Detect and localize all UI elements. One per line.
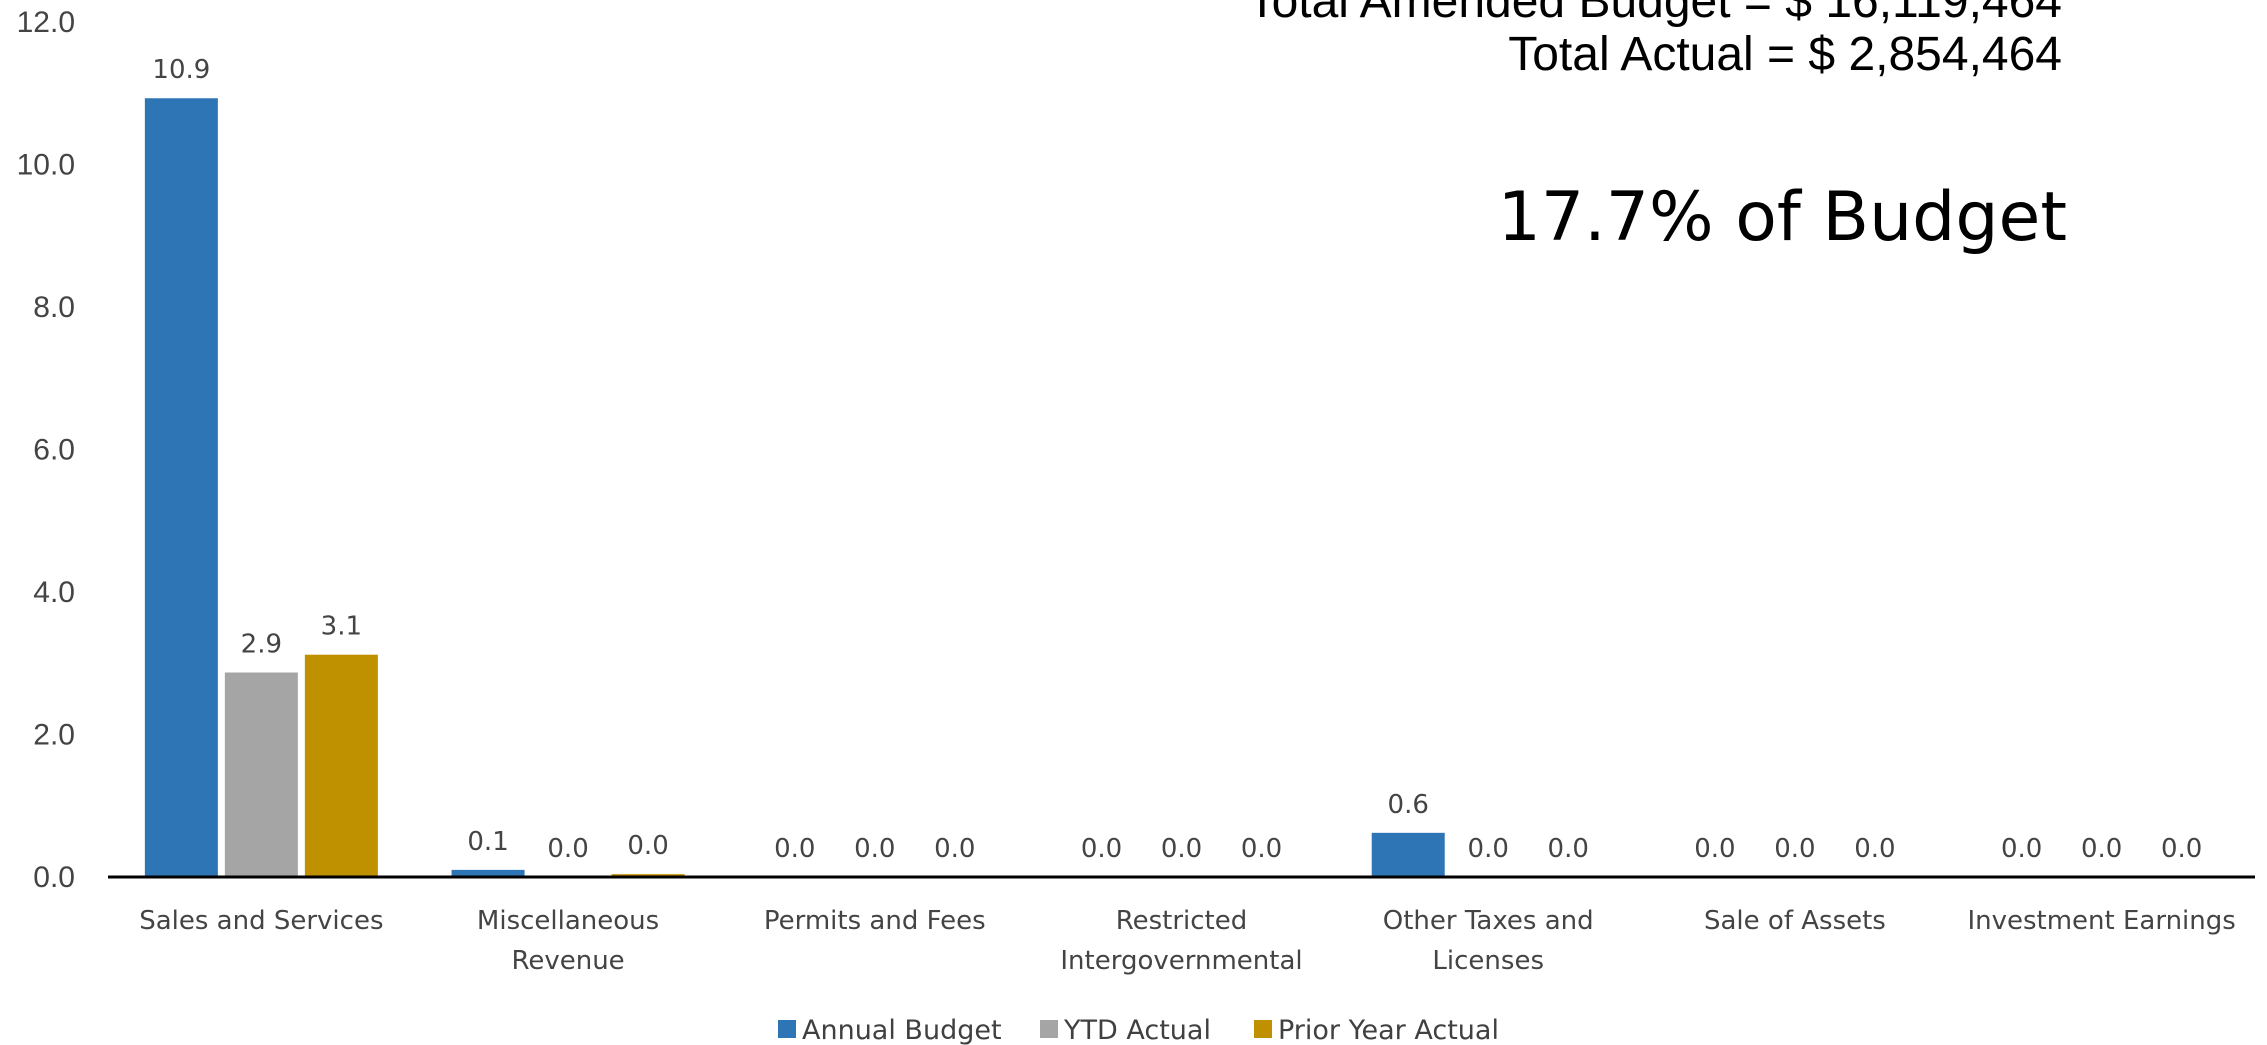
y-tick-label: 10.0 [17,149,75,182]
y-tick-label: 4.0 [33,576,75,609]
category-label: Licenses [1432,946,1544,976]
total-amended-budget: Total Amended Budget = $ 16,119,464 [1247,0,2062,28]
prior-year-actual-data-label: 0.0 [1854,834,1895,864]
annual-budget-legend-label: Annual Budget [802,1015,1002,1045]
bars [144,98,1445,878]
annual-budget-data-label: 0.1 [467,827,508,857]
category-label: Intergovernmental [1060,946,1302,976]
ytd-actual-bar [224,672,298,877]
ytd-actual-data-label: 0.0 [2081,834,2122,864]
category-labels: Sales and Services Miscellaneous Revenue Pe… [139,906,2236,976]
prior-year-actual-data-label: 3.1 [321,612,362,642]
total-actual: Total Actual = $ 2,854,464 [1508,28,2062,81]
category-label: Sales and Services [139,906,383,936]
prior-year-actual-data-label: 0.0 [1548,834,1589,864]
category-label: Investment Earnings [1967,906,2235,936]
ytd-actual-data-label: 0.0 [547,834,588,864]
y-tick-label: 6.0 [33,434,75,467]
annual-budget-bar [144,98,218,878]
legend: Annual Budget YTD Actual Prior Year Actual [778,1015,1499,1045]
prior-year-actual-legend-label: Prior Year Actual [1278,1015,1499,1045]
annual-budget-bar [1371,832,1445,877]
ytd-actual-data-label: 0.0 [1161,834,1202,864]
prior-year-actual-data-label: 0.0 [934,834,975,864]
ytd-actual-data-label: 2.9 [241,630,282,660]
percent-of-budget: 17.7% of Budget [1497,178,2067,257]
y-tick-label: 2.0 [33,719,75,752]
annual-budget-bar [451,869,525,877]
annual-budget-data-label: 0.0 [774,834,815,864]
ytd-actual-data-label: 0.0 [1774,834,1815,864]
prior-year-actual-data-label: 0.0 [2161,834,2202,864]
ytd-actual-data-label: 0.0 [1468,834,1509,864]
prior-year-actual-bar [304,654,378,877]
y-axis-ticks: 0.0 2.0 4.0 6.0 8.0 10.0 12.0 [17,6,75,894]
annual-budget-data-label: 0.0 [2001,834,2042,864]
category-label: Restricted [1116,906,1248,936]
annual-budget-data-label: 0.0 [1081,834,1122,864]
annual-budget-legend-swatch [778,1020,796,1038]
annual-budget-data-label: 0.0 [1694,834,1735,864]
prior-year-actual-data-label: 0.0 [1241,834,1282,864]
annual-budget-data-label: 10.9 [152,55,210,85]
ytd-actual-legend-label: YTD Actual [1063,1015,1211,1045]
category-label: Sale of Assets [1704,906,1886,936]
y-tick-label: 0.0 [33,861,75,894]
data-labels: 10.9 2.9 3.1 0.1 0.0 0.0 0.0 0.0 0.0 0.0 0.0 0.0 0.6… [152,55,2202,864]
category-label: Permits and Fees [764,906,986,936]
prior-year-actual-data-label: 0.0 [627,831,668,861]
ytd-actual-legend-swatch [1040,1020,1058,1038]
category-label: Revenue [511,946,624,976]
prior-year-actual-legend-swatch [1254,1020,1272,1038]
y-tick-label: 8.0 [33,291,75,324]
ytd-actual-data-label: 0.0 [854,834,895,864]
annual-budget-data-label: 0.6 [1388,790,1429,820]
y-tick-label: 12.0 [17,6,75,39]
category-label: Other Taxes and [1383,906,1594,936]
category-label: Miscellaneous [477,906,659,936]
